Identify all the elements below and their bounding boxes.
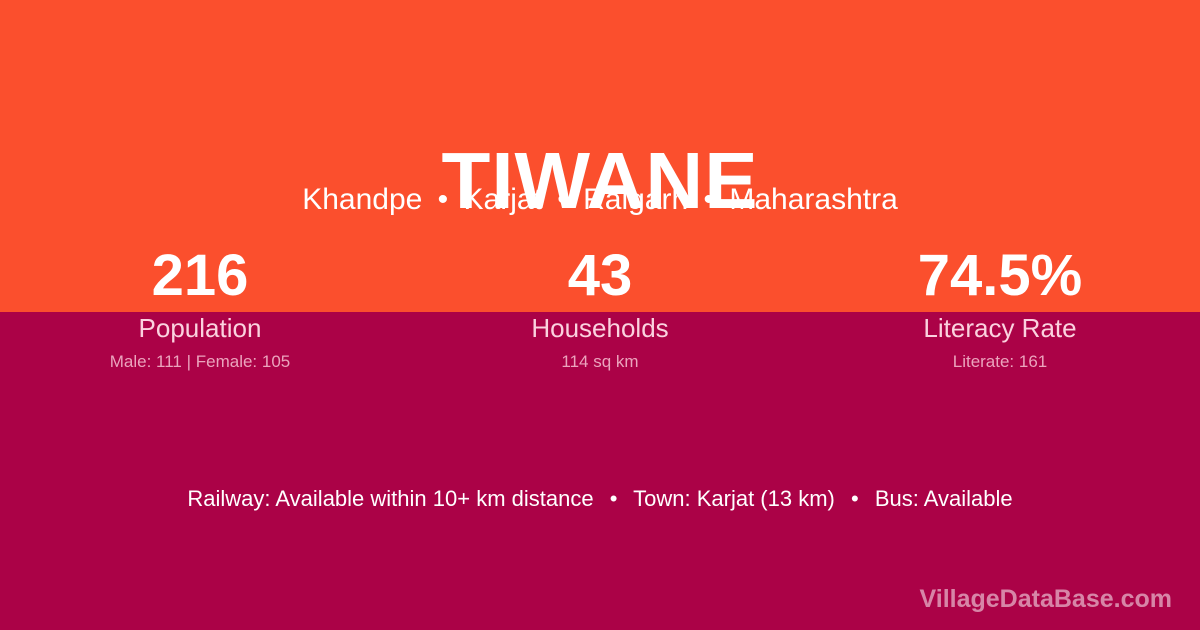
breadcrumb: Khandpe • Karjat • Raigarh • Maharashtra	[0, 182, 1200, 218]
page-title: TIWANE	[441, 135, 759, 225]
amenity-separator: •	[609, 486, 618, 511]
stat-value-literacy: 74.5%	[917, 243, 1083, 308]
breadcrumb-separator: •	[703, 183, 715, 216]
stat-value-households: 43	[567, 243, 633, 308]
breadcrumb-item-village: Khandpe	[302, 183, 423, 216]
amenities-summary: Railway: Available within 10+ km distanc…	[0, 485, 1200, 513]
stat-sub-literacy: Literate: 161	[952, 352, 1048, 371]
amenity-town: Town: Karjat (13 km)	[633, 486, 835, 511]
breadcrumb-separator: •	[437, 183, 449, 216]
stat-sub-households: 114 sq km	[561, 352, 639, 371]
breadcrumb-separator: •	[557, 183, 568, 216]
amenity-separator: •	[850, 486, 859, 511]
statistics-row: 216 Population Male: 111 | Female: 105 4…	[0, 245, 1200, 372]
stat-block-population: 216 Population Male: 111 | Female: 105	[0, 245, 400, 372]
stat-label-population: Population	[138, 313, 262, 343]
stat-block-households: 43 Households 114 sq km	[400, 245, 800, 372]
stat-label-households: Households	[531, 313, 669, 343]
amenity-railway: Railway: Available within 10+ km distanc…	[187, 486, 594, 511]
amenity-bus: Bus: Available	[874, 486, 1013, 511]
stat-sub-population: Male: 111 | Female: 105	[109, 352, 291, 371]
stat-block-literacy: 74.5% Literacy Rate Literate: 161	[800, 245, 1200, 372]
breadcrumb-item-state: Maharashtra	[729, 183, 898, 216]
breadcrumb-item-taluka: Karjat	[463, 183, 542, 216]
stat-label-literacy: Literacy Rate	[923, 313, 1077, 343]
stat-value-population: 216	[151, 243, 249, 308]
breadcrumb-item-district: Raigarh	[583, 183, 689, 216]
hero-banner-background	[0, 0, 1200, 312]
site-watermark: VillageDataBase.com	[919, 585, 1172, 613]
